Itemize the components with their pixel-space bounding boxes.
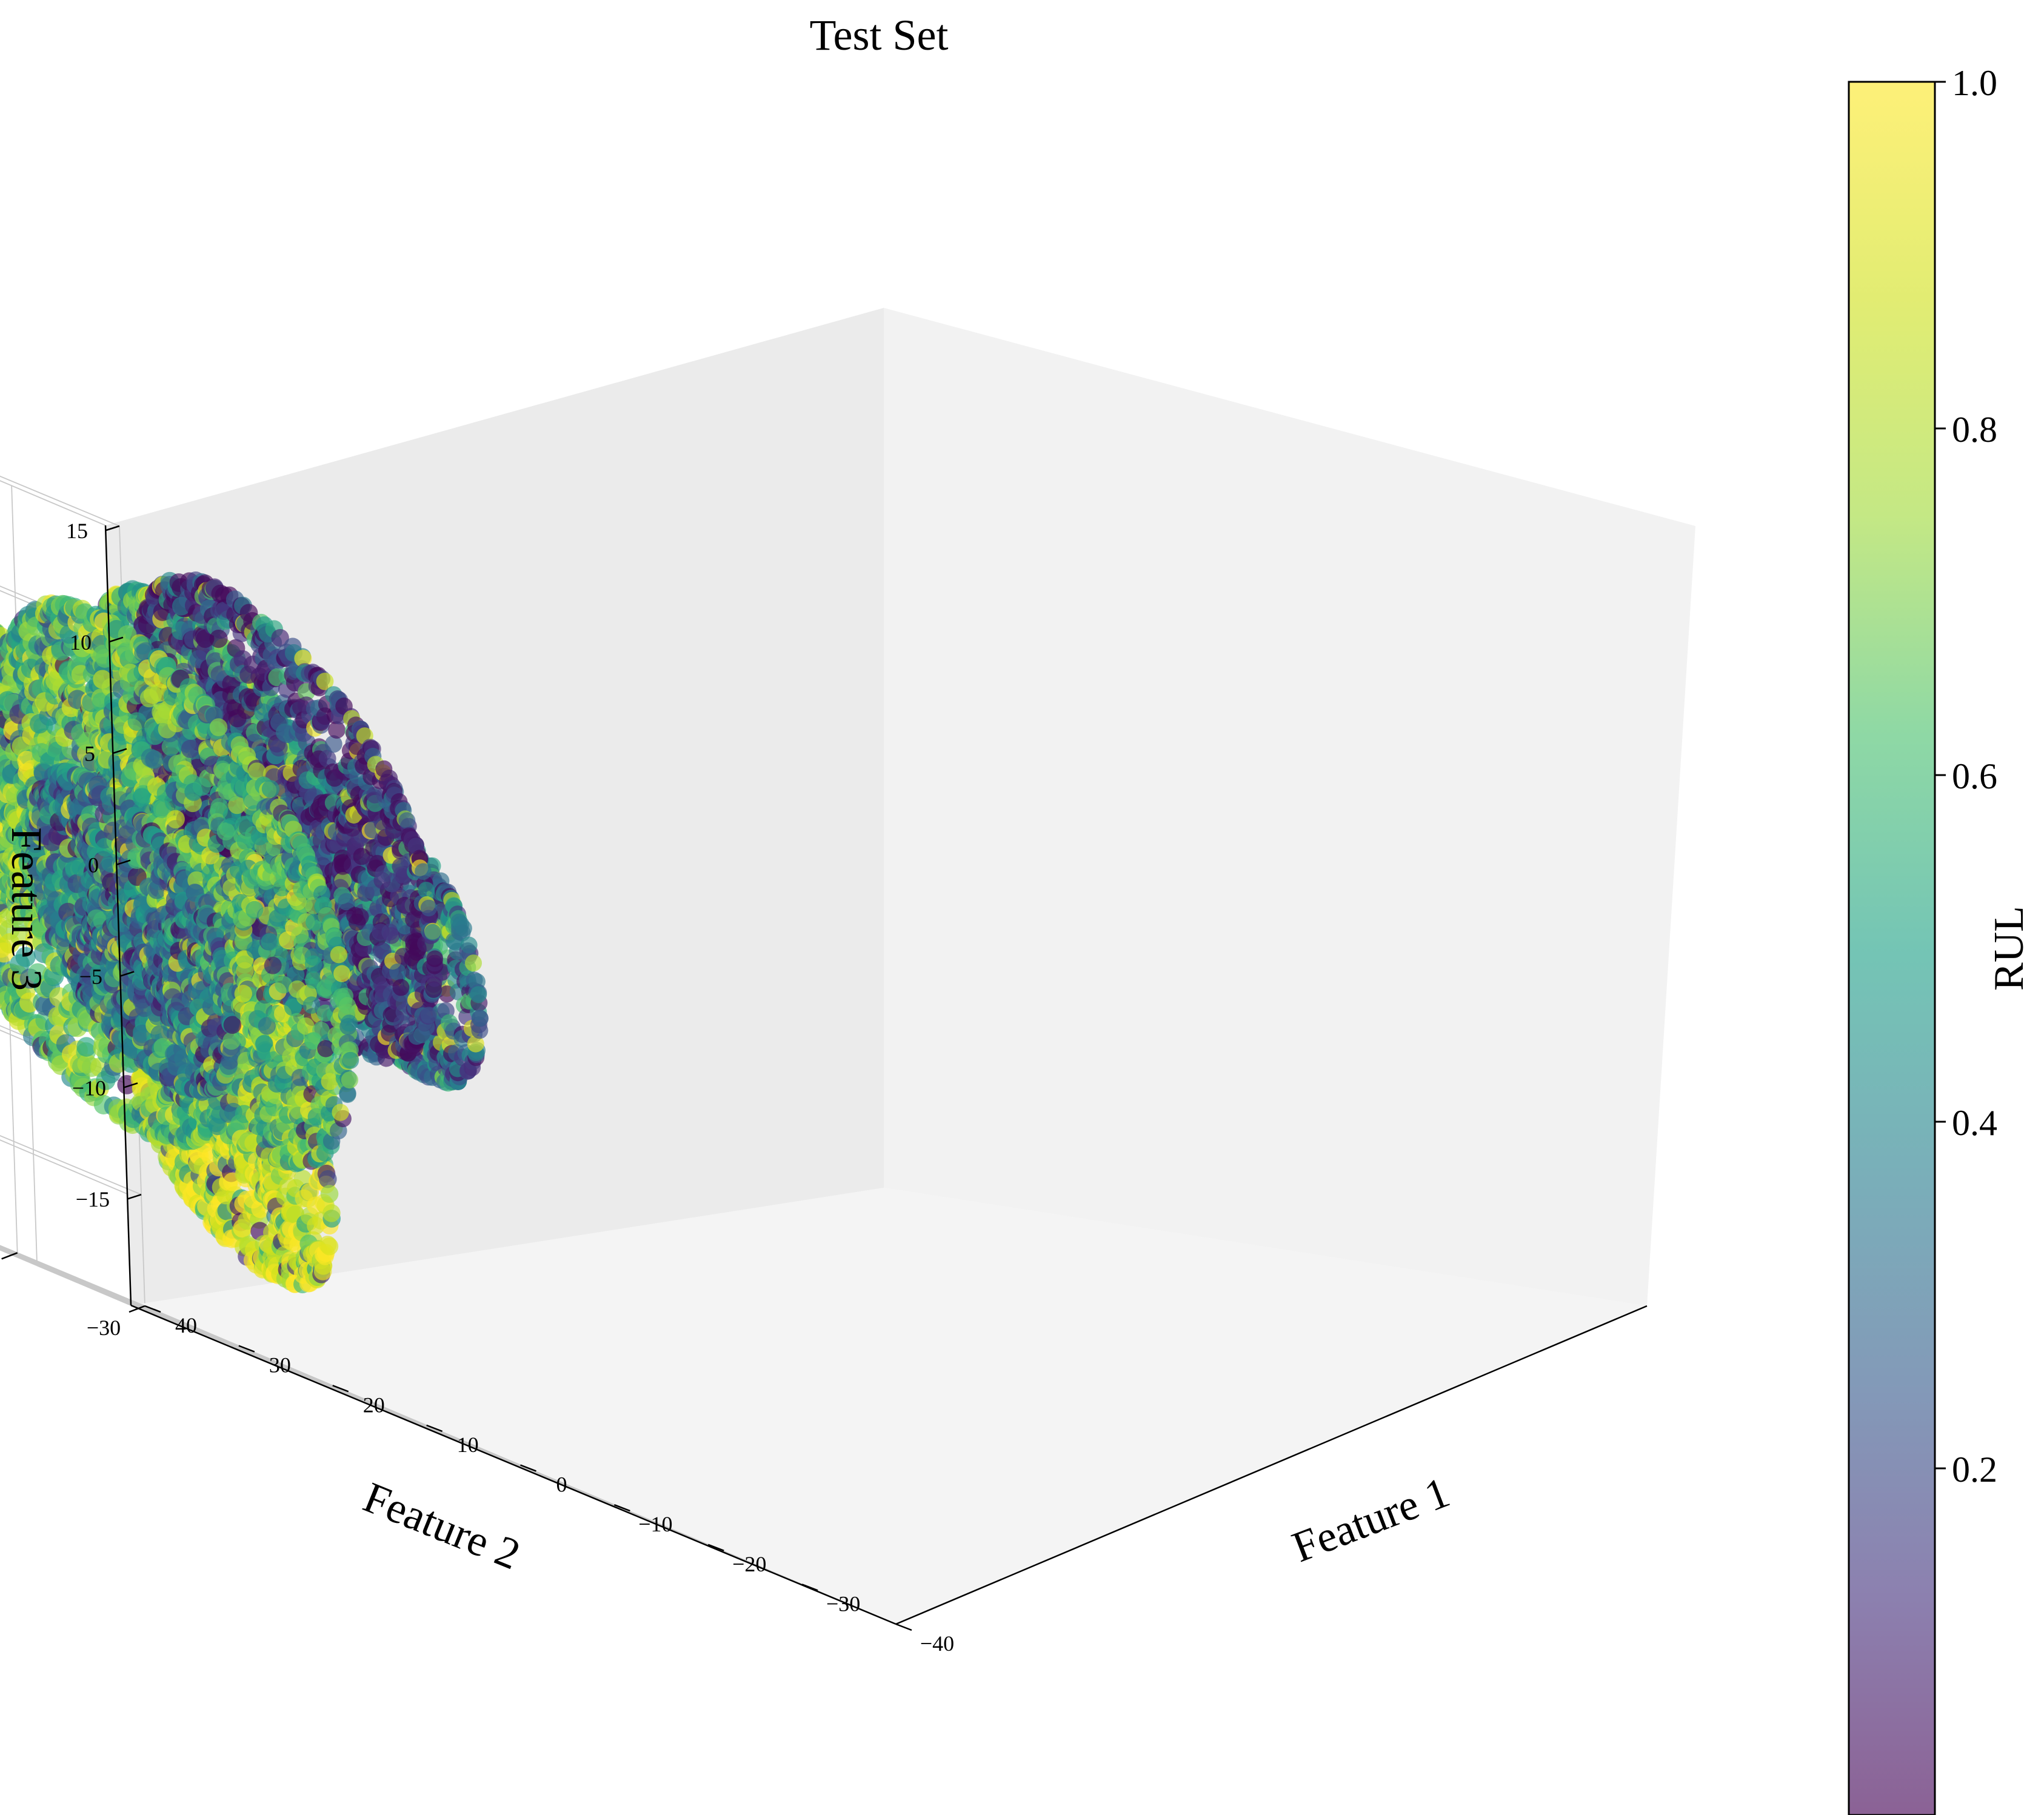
- grid-line-floor-y: [0, 1248, 259, 1359]
- grid-line-floor-y: [17, 1252, 769, 1572]
- grid-line-left-horizontal: [0, 1025, 138, 1084]
- plot-axes-3d: −40−30−20−10010203040 Feature 1 −30−20−1…: [0, 308, 1695, 1656]
- pane-floor-face: [131, 1188, 1647, 1624]
- grid-line-floor-y: [0, 1247, 514, 1465]
- scatter-point: [27, 963, 48, 984]
- grid-line-right-horizontal: [0, 1139, 128, 1194]
- scatter-point: [15, 947, 36, 967]
- grid-line-left-horizontal: [0, 585, 124, 638]
- scatter-point: [10, 926, 31, 947]
- grid-line-right-horizontal: [0, 590, 110, 638]
- grid-line-floor-y: [0, 1247, 387, 1413]
- pane-back-right-face: [884, 308, 1695, 1306]
- grid-line-right-horizontal: [0, 480, 106, 526]
- grid-line-left-horizontal: [0, 475, 120, 527]
- grid-line-left-horizontal: [0, 1135, 142, 1195]
- grid-line-floor-y: [0, 1245, 641, 1519]
- scatter-points: [0, 571, 489, 1294]
- scatter-point: [132, 788, 152, 807]
- grid-line-floor-y: [0, 1249, 132, 1306]
